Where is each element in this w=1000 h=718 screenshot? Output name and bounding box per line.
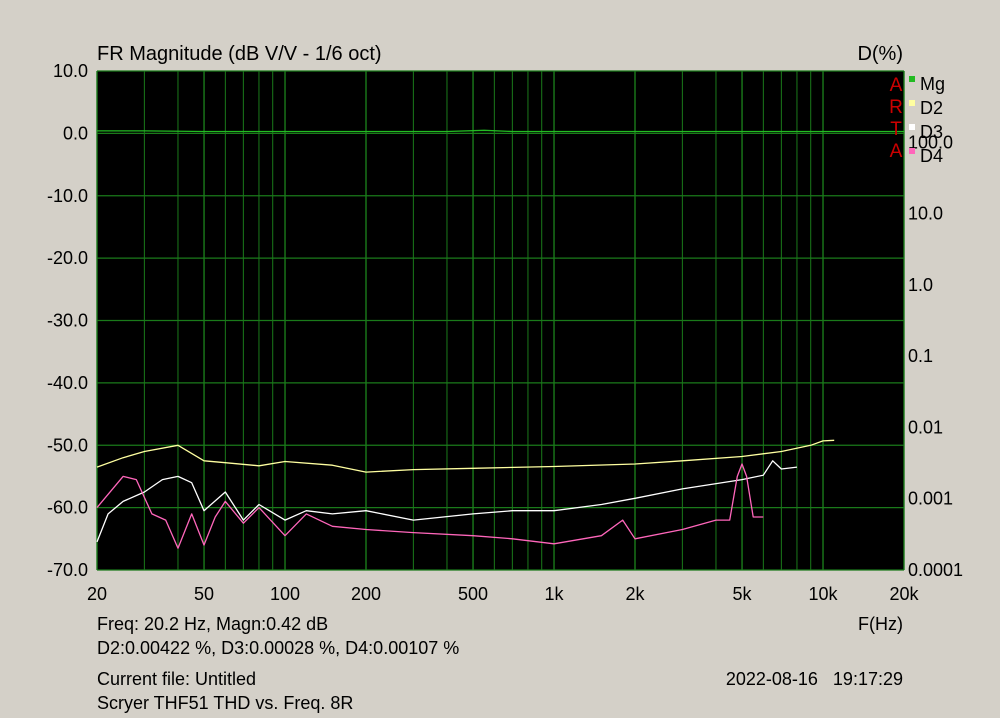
y2-tick-label: 100.0 <box>908 132 953 152</box>
timestamp: 2022-08-16 19:17:29 <box>726 669 903 689</box>
series-line-d4 <box>96 463 764 549</box>
y-tick-label: -20.0 <box>47 248 88 268</box>
legend-swatch-d4 <box>909 148 915 154</box>
series-line-mg <box>97 129 904 133</box>
x-tick-label: 500 <box>458 584 488 604</box>
legend-swatch-d2 <box>909 100 915 106</box>
x-tick-label: 1k <box>545 584 565 604</box>
y-tick-label: -10.0 <box>47 186 88 206</box>
watermark-letter: T <box>890 119 902 140</box>
series-line-d2 <box>96 439 835 473</box>
legend-label-mg: Mg <box>920 74 945 94</box>
watermark-letter: A <box>890 75 903 96</box>
x-tick-label: 100 <box>270 584 300 604</box>
right-axis-title: D(%) <box>857 43 903 65</box>
y2-tick-label: 0.0001 <box>908 560 963 580</box>
x-axis-ticks: 20 50 100 200 500 1k 2k 5k 10k 20k <box>87 584 920 604</box>
y-tick-label: -50.0 <box>47 435 88 455</box>
x-axis-label: F(Hz) <box>858 614 903 634</box>
legend-label-d3: D3 <box>920 122 943 142</box>
measurement-description: Scryer THF51 THD vs. Freq. 8R <box>97 693 353 713</box>
y-tick-label: -30.0 <box>47 311 88 331</box>
distortion-readout: D2:0.00422 %, D3:0.00028 %, D4:0.00107 % <box>97 638 459 658</box>
x-tick-label: 2k <box>625 584 645 604</box>
grid <box>96 70 905 571</box>
y2-tick-label: 0.001 <box>908 489 953 509</box>
x-tick-label: 10k <box>809 584 839 604</box>
y2-tick-label: 10.0 <box>908 204 943 224</box>
x-tick-label: 20k <box>889 584 919 604</box>
y2-tick-label: 0.1 <box>908 346 933 366</box>
watermark-letter: R <box>889 97 903 118</box>
x-tick-label: 200 <box>351 584 381 604</box>
series-layer <box>96 129 904 549</box>
legend-label-d4: D4 <box>920 146 943 166</box>
y-tick-label: -40.0 <box>47 373 88 393</box>
legend-swatch-mg <box>909 76 915 82</box>
watermark-letter: A <box>890 141 903 162</box>
current-file: Current file: Untitled <box>97 669 256 689</box>
x-tick-label: 5k <box>733 584 753 604</box>
x-tick-label: 50 <box>194 584 214 604</box>
y2-tick-label: 0.01 <box>908 417 943 437</box>
y-tick-label: -70.0 <box>47 560 88 580</box>
x-tick-label: 20 <box>87 584 107 604</box>
y-axis-ticks: 10.0 0.0 -10.0 -20.0 -30.0 -40.0 -50.0 -60.0 -70… <box>47 61 88 580</box>
y2-axis-ticks: 100.0 10.0 1.0 0.1 0.01 0.001 0.0001 <box>908 132 963 580</box>
series-line-d3 <box>96 460 798 543</box>
chart-title: FR Magnitude (dB V/V - 1/6 oct) <box>97 43 382 65</box>
y-tick-label: 0.0 <box>63 123 88 143</box>
cursor-readout: Freq: 20.2 Hz, Magn:0.42 dB <box>97 614 328 634</box>
legend: Mg D2 D3 D4 <box>909 74 945 166</box>
y-tick-label: -60.0 <box>47 498 88 518</box>
y-tick-label: 10.0 <box>53 61 88 81</box>
legend-swatch-d3 <box>909 124 915 130</box>
legend-label-d2: D2 <box>920 98 943 118</box>
y2-tick-label: 1.0 <box>908 275 933 295</box>
